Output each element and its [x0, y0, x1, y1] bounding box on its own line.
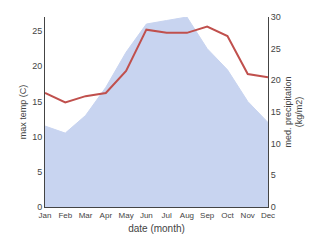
svg-text:Oct: Oct	[221, 211, 234, 220]
svg-text:5: 5	[271, 170, 276, 180]
svg-text:med. precipitation(kg/m2): med. precipitation(kg/m2)	[283, 76, 305, 147]
svg-text:Jan: Jan	[39, 211, 52, 220]
svg-text:Nov: Nov	[241, 211, 255, 220]
svg-text:Jun: Jun	[140, 211, 153, 220]
svg-text:Dec: Dec	[261, 211, 275, 220]
svg-text:Apr: Apr	[100, 211, 113, 220]
svg-text:10: 10	[32, 132, 42, 142]
svg-text:Aug: Aug	[180, 211, 194, 220]
svg-text:10: 10	[271, 139, 281, 149]
svg-text:5: 5	[37, 167, 42, 177]
svg-text:15: 15	[32, 97, 42, 107]
svg-text:15: 15	[271, 107, 281, 117]
svg-text:0: 0	[37, 202, 42, 212]
svg-text:25: 25	[32, 26, 42, 36]
svg-text:25: 25	[271, 44, 281, 54]
svg-text:May: May	[119, 211, 134, 220]
svg-text:Sep: Sep	[200, 211, 215, 220]
svg-text:Feb: Feb	[58, 211, 72, 220]
svg-text:date (month): date (month)	[128, 223, 185, 234]
svg-text:max temp (C): max temp (C)	[18, 85, 28, 140]
svg-text:Jul: Jul	[162, 211, 172, 220]
svg-text:30: 30	[271, 12, 281, 22]
svg-text:20: 20	[271, 75, 281, 85]
svg-text:20: 20	[32, 61, 42, 71]
svg-text:0: 0	[271, 202, 276, 212]
svg-text:Mar: Mar	[79, 211, 93, 220]
